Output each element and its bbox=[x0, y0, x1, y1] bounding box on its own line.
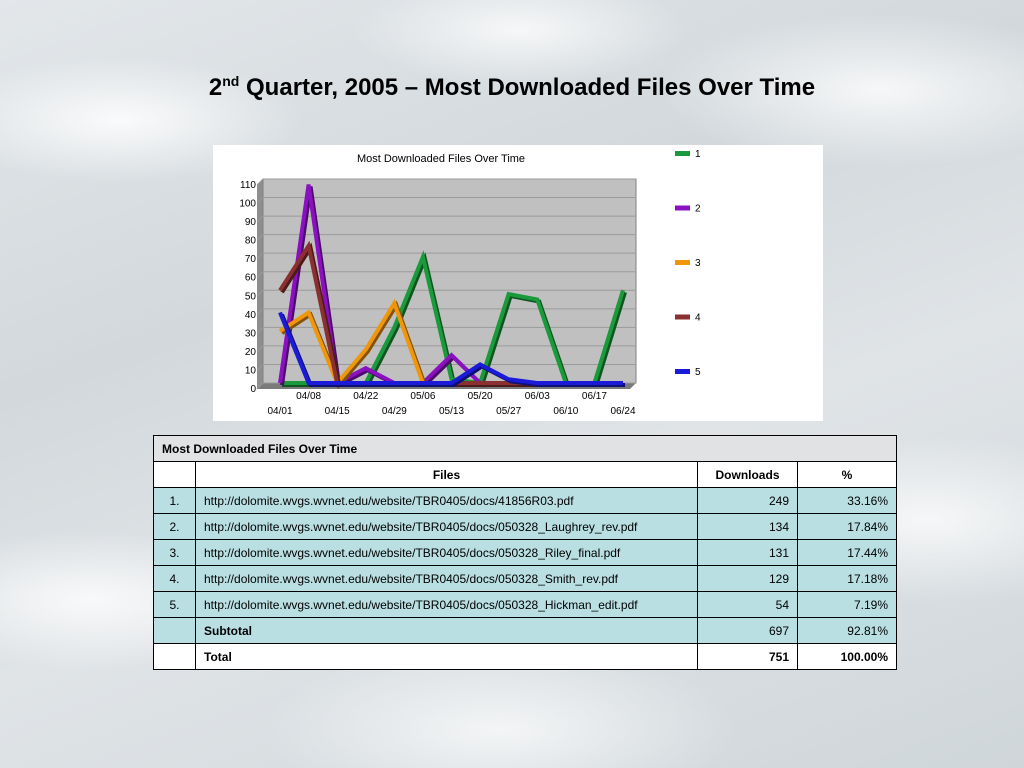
y-tick-label: 30 bbox=[245, 328, 257, 339]
row-pct: 17.84% bbox=[797, 513, 897, 540]
title-superscript: nd bbox=[222, 73, 240, 89]
subtotal-label: Subtotal bbox=[195, 617, 698, 644]
table-caption-row: Most Downloaded Files Over Time bbox=[153, 435, 897, 462]
header-downloads: Downloads bbox=[697, 461, 798, 488]
row-index: 4. bbox=[153, 565, 196, 592]
legend-swatch-3 bbox=[675, 260, 690, 265]
x-tick-label: 05/06 bbox=[410, 391, 435, 402]
row-pct: 17.18% bbox=[797, 565, 897, 592]
total-pct: 100.00% bbox=[797, 643, 897, 670]
row-pct: 7.19% bbox=[797, 591, 897, 618]
table-row: 2. http://dolomite.wvgs.wvnet.edu/websit… bbox=[153, 513, 897, 540]
x-tick-label: 06/24 bbox=[610, 406, 635, 417]
subtotal-pct: 92.81% bbox=[797, 617, 897, 644]
row-pct: 17.44% bbox=[797, 539, 897, 566]
table-caption: Most Downloaded Files Over Time bbox=[153, 435, 897, 462]
legend-label-4: 4 bbox=[695, 313, 701, 324]
series-5-line bbox=[278, 311, 623, 385]
x-tick-label: 04/22 bbox=[353, 391, 378, 402]
row-file-link[interactable]: http://dolomite.wvgs.wvnet.edu/website/T… bbox=[195, 539, 698, 566]
gridline-depth bbox=[256, 197, 264, 204]
table-row: 1. http://dolomite.wvgs.wvnet.edu/websit… bbox=[153, 487, 897, 514]
header-index bbox=[153, 461, 196, 488]
y-tick-label: 0 bbox=[250, 384, 256, 395]
gridline-depth bbox=[256, 382, 264, 390]
y-tick-label: 70 bbox=[245, 254, 257, 265]
gridline-depth bbox=[256, 289, 264, 297]
gridline-depth bbox=[256, 215, 264, 223]
row-downloads: 131 bbox=[697, 539, 798, 566]
y-tick-label: 50 bbox=[245, 291, 257, 302]
x-tick-label: 06/03 bbox=[525, 391, 550, 402]
header-pct: % bbox=[797, 461, 897, 488]
y-tick-label: 90 bbox=[245, 217, 257, 228]
downloads-table: Most Downloaded Files Over Time Files Do… bbox=[153, 435, 897, 670]
y-tick-label: 110 bbox=[240, 180, 256, 191]
y-tick-label: 100 bbox=[239, 199, 256, 210]
row-downloads: 134 bbox=[697, 513, 798, 540]
y-tick-label: 80 bbox=[245, 236, 257, 247]
row-pct: 33.16% bbox=[797, 487, 897, 514]
row-index: 2. bbox=[153, 513, 196, 540]
x-tick-label: 04/08 bbox=[296, 391, 321, 402]
total-index bbox=[153, 643, 196, 670]
table-header-row: Files Downloads % bbox=[153, 461, 897, 488]
gridline-depth bbox=[256, 271, 264, 279]
x-tick-label: 06/10 bbox=[553, 406, 578, 417]
y-tick-label: 60 bbox=[245, 273, 257, 284]
gridline-depth bbox=[256, 178, 264, 186]
row-downloads: 129 bbox=[697, 565, 798, 592]
gridline-depth bbox=[256, 252, 264, 260]
total-label: Total bbox=[195, 643, 698, 670]
row-index: 5. bbox=[153, 591, 196, 618]
table-row: 3. http://dolomite.wvgs.wvnet.edu/websit… bbox=[153, 539, 897, 566]
gridline-depth bbox=[256, 327, 264, 334]
y-tick-label: 40 bbox=[245, 310, 257, 321]
gridline-depth bbox=[256, 345, 264, 353]
line-chart: Most Downloaded Files Over Time010203040… bbox=[239, 149, 701, 417]
x-tick-label: 04/29 bbox=[382, 406, 407, 417]
x-tick-label: 05/20 bbox=[468, 391, 493, 402]
row-downloads: 54 bbox=[697, 591, 798, 618]
row-file-link[interactable]: http://dolomite.wvgs.wvnet.edu/website/T… bbox=[195, 487, 698, 514]
table-row: 4. http://dolomite.wvgs.wvnet.edu/websit… bbox=[153, 565, 897, 592]
subtotal-downloads: 697 bbox=[697, 617, 798, 644]
chart-title: Most Downloaded Files Over Time bbox=[357, 153, 525, 165]
x-tick-label: 05/27 bbox=[496, 406, 521, 417]
chart-container: Most Downloaded Files Over Time 0 10 20 30 40… bbox=[213, 145, 823, 421]
header-files: Files bbox=[195, 461, 698, 488]
x-tick-label: 05/13 bbox=[439, 406, 464, 417]
total-downloads: 751 bbox=[697, 643, 798, 670]
x-tick-label: 04/15 bbox=[325, 406, 350, 417]
x-tick-label: 06/17 bbox=[582, 391, 607, 402]
legend-swatch-2 bbox=[675, 205, 690, 211]
row-index: 1. bbox=[153, 487, 196, 514]
gridline-depth bbox=[256, 234, 264, 241]
row-file-link[interactable]: http://dolomite.wvgs.wvnet.edu/website/T… bbox=[195, 591, 698, 618]
legend-swatch-5 bbox=[675, 369, 690, 374]
slide-title: 2nd Quarter, 2005 – Most Downloaded File… bbox=[0, 74, 1024, 102]
chart-side-wall bbox=[257, 179, 263, 389]
x-tick-label: 04/01 bbox=[267, 406, 292, 417]
title-rest: Quarter, 2005 – Most Downloaded Files Ov… bbox=[239, 74, 816, 101]
table-row: 5. http://dolomite.wvgs.wvnet.edu/websit… bbox=[153, 591, 897, 618]
title-prefix: 2 bbox=[208, 74, 223, 101]
total-row: Total 751 100.00% bbox=[153, 643, 897, 670]
y-tick-label: 20 bbox=[245, 347, 257, 358]
legend-label-1: 1 bbox=[695, 149, 701, 160]
gridline-depth bbox=[256, 364, 264, 371]
gridline-depth bbox=[256, 308, 264, 316]
legend-swatch-4 bbox=[675, 314, 690, 320]
row-index: 3. bbox=[153, 539, 196, 566]
row-file-link[interactable]: http://dolomite.wvgs.wvnet.edu/website/T… bbox=[195, 565, 698, 592]
legend-label-5: 5 bbox=[695, 367, 701, 378]
row-file-link[interactable]: http://dolomite.wvgs.wvnet.edu/website/T… bbox=[195, 513, 698, 540]
legend-label-2: 2 bbox=[695, 204, 701, 215]
subtotal-index bbox=[153, 617, 196, 644]
row-downloads: 249 bbox=[697, 487, 798, 514]
subtotal-row: Subtotal 697 92.81% bbox=[153, 617, 897, 644]
legend-label-3: 3 bbox=[695, 258, 701, 269]
y-tick-label: 10 bbox=[245, 365, 257, 376]
legend-swatch-1 bbox=[675, 151, 690, 156]
